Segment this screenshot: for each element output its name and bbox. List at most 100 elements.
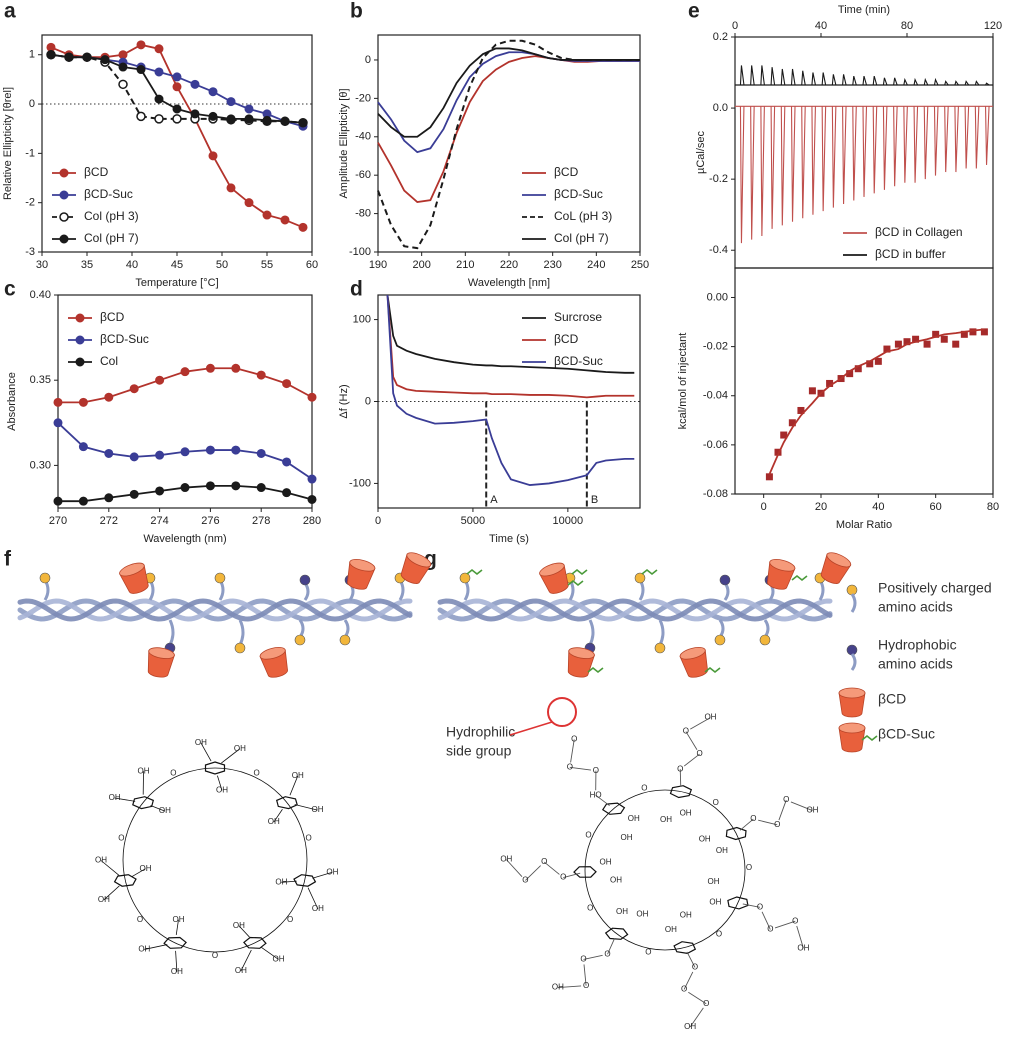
x-tick-label: 5000	[461, 515, 485, 527]
cyclodextrin	[147, 647, 175, 678]
y-axis-label: µCal/sec	[695, 130, 707, 174]
atom-label: OH	[636, 910, 648, 919]
glucose-ring	[601, 802, 626, 815]
data-point	[155, 486, 165, 496]
callout-text: Hydrophilic	[446, 724, 515, 740]
bond	[683, 967, 696, 990]
data-point	[129, 489, 139, 499]
data-point	[180, 483, 190, 493]
helix-strand	[17, 598, 413, 622]
injection-peak	[811, 106, 816, 215]
atom-label: OH	[610, 875, 622, 884]
glucose-ring	[673, 941, 697, 955]
injection-peak	[811, 72, 816, 86]
cyl-body	[820, 553, 852, 584]
residue	[234, 642, 246, 654]
atom-label: O	[585, 831, 591, 840]
data-point	[903, 338, 911, 346]
succinyl	[861, 734, 878, 742]
data-point	[180, 367, 190, 377]
injection-peak	[882, 106, 888, 190]
atom-label: O	[541, 857, 547, 866]
injection-peak	[770, 106, 776, 229]
data-point	[256, 448, 266, 458]
atom-label: O	[683, 727, 689, 736]
bond	[557, 985, 587, 988]
bond	[679, 753, 700, 770]
legend-label: βCD	[100, 310, 125, 324]
injection-peak	[750, 65, 755, 86]
atom-label: OH	[268, 817, 280, 826]
atom-label: OH	[716, 846, 728, 855]
atom-label: O	[746, 863, 752, 872]
y-tick-label: -80	[355, 207, 371, 219]
glucose-ring	[243, 936, 267, 949]
cyl-top	[769, 559, 796, 572]
glucose-ring	[573, 866, 597, 878]
atom-label: O	[792, 916, 798, 925]
data-point	[808, 387, 816, 395]
legend-marker	[59, 168, 69, 178]
data-point	[205, 445, 215, 455]
legend-label: Surcrose	[554, 310, 602, 324]
x-tick-label: 0	[375, 515, 381, 527]
data-point	[797, 406, 805, 414]
atom-label: OH	[704, 713, 716, 722]
atom-label: O	[716, 929, 722, 938]
data-point	[256, 370, 266, 380]
bond	[679, 769, 682, 792]
atom-label: OH	[806, 806, 818, 815]
y-axis-label: Relative Ellipticity [θrel]	[2, 87, 14, 200]
injection-peak	[842, 106, 847, 205]
injection-peak	[985, 82, 990, 86]
side-chain	[658, 619, 665, 646]
atom-label: OH	[273, 955, 285, 964]
atom-label: OH	[233, 921, 245, 930]
legend-label: CoL (pH 3)	[554, 209, 612, 223]
data-point	[980, 328, 988, 336]
injection-peak	[760, 65, 765, 86]
atom-label: OH	[660, 815, 672, 824]
x-tick-label: 80	[901, 20, 913, 32]
atom-label: O	[783, 795, 789, 804]
atom-label: O	[212, 951, 218, 960]
bond	[583, 953, 608, 960]
atom-label: O	[677, 764, 683, 773]
data-point	[154, 67, 164, 77]
injection-peak	[903, 77, 908, 86]
data-point	[155, 450, 165, 460]
data-point	[826, 379, 834, 387]
x-tick-label: 280	[303, 515, 321, 527]
legend-label: βCD-Suc	[100, 332, 149, 346]
atom-label: OH	[680, 911, 692, 920]
atom-label: O	[587, 903, 593, 912]
data-point	[280, 116, 290, 126]
diagram-decor	[17, 552, 878, 1028]
atom-label: OH	[500, 855, 512, 864]
x-tick-label: 190	[369, 259, 387, 271]
data-point	[100, 55, 110, 65]
data-point	[854, 365, 862, 373]
data-point	[952, 340, 960, 348]
bond	[770, 920, 796, 930]
series-line	[386, 294, 635, 486]
data-point	[154, 44, 164, 54]
x-tick-label: 45	[171, 259, 183, 271]
injection-peak	[780, 106, 786, 226]
data-point	[46, 50, 56, 60]
injection-peak	[923, 77, 929, 86]
cyl-top	[148, 647, 175, 659]
y-axis-label: Absorbance	[6, 372, 18, 431]
atom-label: O	[696, 749, 702, 758]
x-tick-label: 35	[81, 259, 93, 271]
cyclodextrin	[820, 552, 852, 584]
bond	[685, 731, 700, 755]
data-point	[53, 397, 63, 407]
data-point	[136, 65, 146, 75]
atom-label: OH	[109, 793, 121, 802]
legend-label: βCD	[84, 165, 109, 179]
cyclodextrin	[567, 647, 595, 678]
y-tick-label: -100	[349, 477, 371, 489]
y-tick-label: -20	[355, 92, 371, 104]
